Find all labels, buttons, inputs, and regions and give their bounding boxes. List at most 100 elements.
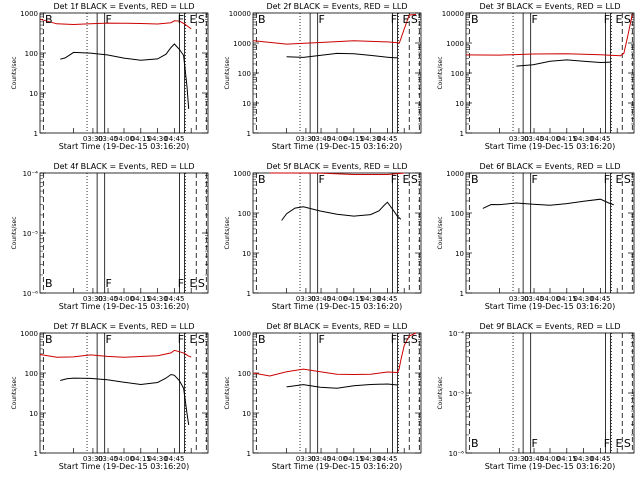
event-marker-s: S (624, 173, 631, 186)
event-marker-f: F (604, 13, 610, 26)
x-tick-label: 04:15 (557, 135, 577, 143)
plot-frame (252, 172, 422, 294)
y-tick-label: 1000 (20, 330, 38, 338)
x-tick-label: 03:30 (296, 455, 316, 463)
event-marker-f: F (106, 13, 112, 26)
y-tick-label: 100 (25, 50, 38, 58)
panel-title: Det 5f BLACK = Events, RED = LLD (266, 162, 407, 171)
x-tick-label: 03:45 (311, 455, 331, 463)
plot-frame (39, 172, 209, 294)
y-tick-label: 1 (460, 290, 464, 298)
y-axis-label: Counts/sec (11, 376, 18, 409)
event-marker-b: B (45, 333, 53, 346)
series-line-events (60, 43, 190, 109)
event-marker-f: F (106, 333, 112, 346)
x-tick-label: 04:45 (164, 295, 184, 303)
x-tick-label: 04:00 (114, 135, 134, 143)
panel-det-6: Det 6f BLACK = Events, RED = LLD 1 10 100 10… (437, 162, 635, 311)
x-tick-label: 04:00 (540, 455, 560, 463)
y-tick-label: 10 (455, 100, 464, 108)
y-tick-label: 1 (34, 130, 38, 138)
series-line-events (286, 52, 398, 59)
series-line-lld (465, 14, 633, 57)
x-tick-label: 03:30 (83, 295, 103, 303)
event-marker-f: F (319, 333, 325, 346)
x-tick-label: 04:45 (164, 455, 184, 463)
event-marker-f: F (532, 173, 538, 186)
x-tick-label: 04:00 (327, 455, 347, 463)
series-line-events (286, 383, 398, 389)
y-tick-label: 1000 (446, 40, 464, 48)
x-tick-label: 04:00 (114, 455, 134, 463)
x-axis-label: Start Time (19-Dec-15 03:16:20) (272, 462, 403, 471)
x-tick-label: 04:30 (574, 135, 594, 143)
x-tick-label: 04:45 (590, 135, 610, 143)
event-marker-f: F (532, 437, 538, 450)
panel-title: Det 2f BLACK = Events, RED = LLD (266, 2, 407, 11)
panel-det-7: Det 7f BLACK = Events, RED = LLD 1 10 100 10… (11, 322, 209, 471)
x-tick-label: 04:15 (131, 135, 151, 143)
x-tick-label: 04:30 (574, 455, 594, 463)
x-tick-label: 04:45 (590, 455, 610, 463)
x-tick-label: 03:45 (311, 295, 331, 303)
x-tick-label: 04:45 (377, 455, 397, 463)
y-tick-label: 10⁻⁶ (449, 450, 465, 458)
event-marker-s: S (198, 333, 205, 346)
event-marker-f: F (178, 333, 184, 346)
panel-title: Det 3f BLACK = Events, RED = LLD (479, 2, 620, 11)
x-tick-label: 04:15 (557, 455, 577, 463)
y-axis-label: Counts/sec (224, 56, 231, 89)
event-marker-e: E (403, 173, 410, 186)
series-line-events (516, 59, 611, 67)
x-tick-label: 03:45 (311, 135, 331, 143)
plot-frame (39, 332, 209, 454)
x-tick-label: 04:30 (361, 295, 381, 303)
event-marker-s: S (624, 437, 631, 450)
x-axis-label: Start Time (19-Dec-15 03:16:20) (485, 462, 616, 471)
y-tick-label: 1000 (233, 330, 251, 338)
y-tick-label: 1 (34, 450, 38, 458)
x-tick-label: 03:30 (83, 455, 103, 463)
y-tick-label: 100 (238, 210, 251, 218)
y-axis-label: Counts/sec (11, 216, 18, 249)
x-axis-label: Start Time (19-Dec-15 03:16:20) (59, 462, 190, 471)
series-line-lld (39, 18, 192, 30)
panel-title: Det 8f BLACK = Events, RED = LLD (266, 322, 407, 331)
plot-frame (39, 12, 209, 134)
y-tick-label: 10⁻⁵ (23, 230, 39, 238)
y-tick-label: 1000 (233, 170, 251, 178)
x-tick-label: 03:45 (98, 135, 118, 143)
x-tick-label: 04:45 (377, 135, 397, 143)
y-tick-label: 1 (247, 130, 251, 138)
event-marker-s: S (411, 173, 418, 186)
y-tick-label: 10⁻⁴ (23, 170, 39, 178)
panel-det-8: Det 8f BLACK = Events, RED = LLD 1 10 100 10… (224, 322, 422, 471)
panel-title: Det 1f BLACK = Events, RED = LLD (53, 2, 194, 11)
x-tick-label: 04:30 (148, 135, 168, 143)
y-tick-label: 1000 (446, 170, 464, 178)
y-tick-label: 10⁻⁴ (449, 330, 465, 338)
x-tick-label: 03:30 (296, 295, 316, 303)
y-tick-label: 10⁻⁵ (449, 390, 465, 398)
y-tick-label: 1000 (20, 10, 38, 18)
x-tick-label: 03:30 (83, 135, 103, 143)
event-marker-s: S (411, 13, 418, 26)
event-marker-b: B (471, 13, 479, 26)
x-tick-label: 04:00 (114, 295, 134, 303)
event-marker-s: S (198, 13, 205, 26)
y-axis-label: Counts/sec (437, 56, 444, 89)
plot-frame (252, 12, 422, 134)
y-tick-label: 10 (29, 410, 38, 418)
series-line-events (281, 201, 402, 221)
y-tick-label: 10⁻⁶ (23, 290, 39, 298)
y-axis-label: Counts/sec (437, 376, 444, 409)
event-marker-f: F (604, 173, 610, 186)
event-marker-b: B (258, 173, 266, 186)
y-axis-label: Counts/sec (437, 216, 444, 249)
x-tick-label: 04:45 (377, 295, 397, 303)
y-tick-label: 10000 (229, 10, 251, 18)
x-axis-label: Start Time (19-Dec-15 03:16:20) (272, 302, 403, 311)
y-tick-label: 100 (451, 210, 464, 218)
y-axis-label: Counts/sec (11, 56, 18, 89)
